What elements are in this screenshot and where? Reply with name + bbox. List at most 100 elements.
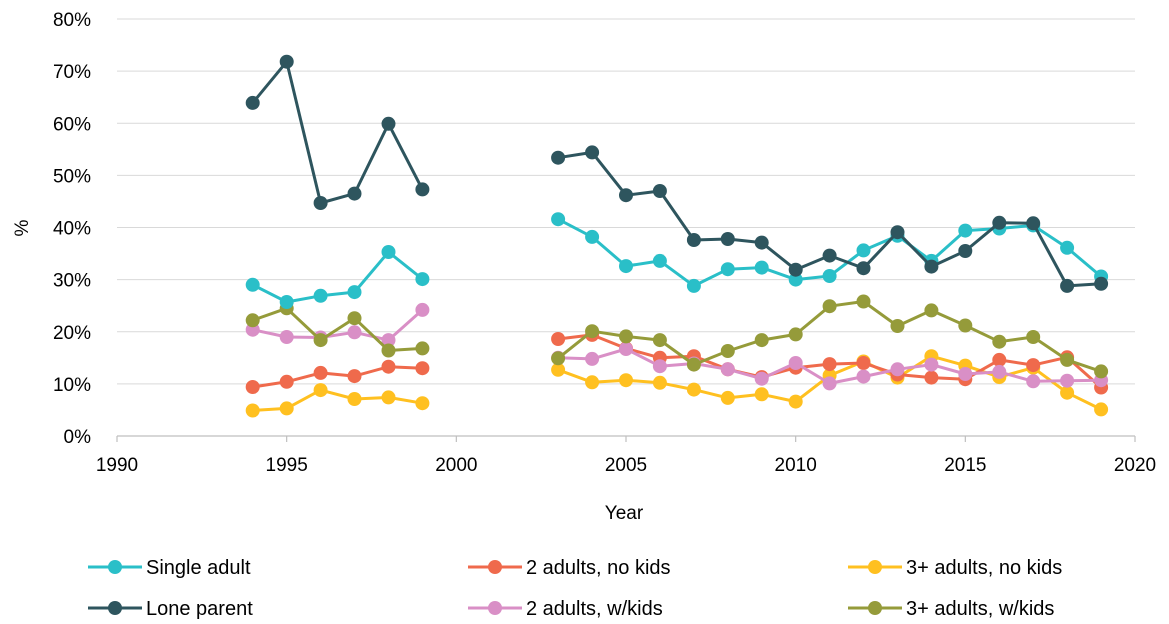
data-point-lone-parent-2009: [754, 235, 769, 250]
data-point-2-adults-w-kids-2006: [652, 359, 667, 374]
data-point-single-adult-2015: [958, 223, 973, 238]
data-point-3-adults-w-kids-1997: [347, 311, 362, 326]
data-point-lone-parent-2012: [856, 261, 871, 276]
data-point-lone-parent-2003: [551, 150, 566, 165]
data-point-single-adult-2011: [822, 269, 837, 283]
x-tick-label-1995: 1995: [266, 455, 308, 476]
data-point-3-adults-no-kids-2009: [754, 387, 769, 402]
y-tick-label-50: 50%: [53, 166, 91, 187]
data-point-2-adults-w-kids-2017: [1026, 374, 1041, 389]
x-tick-label-2010: 2010: [775, 455, 817, 476]
data-point-3-adults-w-kids-2015: [958, 318, 973, 333]
legend-label-3-adults-no-kids: 3+ adults, no kids: [906, 557, 1062, 579]
data-point-3-adults-no-kids-1997: [347, 392, 362, 406]
y-tick-label-70: 70%: [53, 62, 91, 83]
data-point-2-adults-no-kids-2011: [822, 357, 837, 372]
data-point-3-adults-w-kids-2016: [992, 334, 1007, 349]
y-tick-label-10: 10%: [53, 375, 91, 396]
series-lone-parent: [245, 54, 1109, 293]
data-point-single-adult-2018: [1060, 240, 1075, 255]
data-point-3-adults-w-kids-2014: [924, 303, 939, 318]
data-point-2-adults-no-kids-1996: [313, 365, 328, 380]
legend-swatch-marker-lone-parent: [108, 601, 122, 615]
data-point-2-adults-no-kids-1995: [279, 374, 294, 389]
data-point-2-adults-w-kids-2018: [1060, 373, 1075, 388]
series-line-3-adults-no-kids-1: [252, 388, 423, 412]
legend-item-lone-parent: Lone parent: [88, 598, 253, 620]
data-point-lone-parent-2004: [585, 145, 600, 160]
series-3-adults-w-kids: [245, 294, 1109, 379]
legend-swatch-marker-2-adults-w-kids: [488, 601, 502, 615]
data-point-single-adult-2009: [754, 260, 769, 275]
data-point-lone-parent-2018: [1060, 278, 1075, 293]
legend-item-3-adults-no-kids: 3+ adults, no kids: [848, 557, 1062, 579]
y-tick-label-80: 80%: [53, 10, 91, 31]
data-point-3-adults-no-kids-2007: [686, 382, 701, 397]
data-point-lone-parent-1996: [313, 196, 328, 210]
data-point-lone-parent-1998: [381, 116, 396, 131]
legend-label-3-adults-w-kids: 3+ adults, w/kids: [906, 598, 1054, 620]
data-point-single-adult-2007: [686, 278, 701, 293]
data-point-3-adults-w-kids-2007: [686, 357, 701, 372]
data-point-3-adults-w-kids-2006: [652, 333, 667, 348]
data-point-3-adults-no-kids-2005: [619, 373, 633, 388]
data-point-lone-parent-2019: [1094, 276, 1109, 291]
series-line-2-adults-w-kids-1: [252, 308, 424, 342]
x-tick-label-1990: 1990: [96, 455, 138, 476]
data-point-3-adults-no-kids-1999: [415, 396, 430, 411]
data-point-lone-parent-2015: [958, 244, 973, 258]
x-tick-label-2015: 2015: [944, 455, 986, 476]
data-point-single-adult-1996: [313, 288, 328, 303]
data-point-3-adults-no-kids-2003: [551, 362, 566, 377]
data-point-3-adults-w-kids-2011: [822, 299, 837, 314]
data-point-2-adults-w-kids-2015: [958, 367, 973, 381]
legend-label-lone-parent: Lone parent: [146, 598, 253, 620]
data-point-lone-parent-2016: [992, 215, 1007, 230]
data-point-lone-parent-1995: [279, 54, 294, 69]
data-point-single-adult-2005: [619, 259, 633, 274]
data-point-2-adults-w-kids-1999: [415, 302, 430, 317]
data-point-3-adults-w-kids-2018: [1060, 352, 1075, 367]
data-point-2-adults-no-kids-2003: [551, 332, 566, 346]
legend-item-2-adults-w-kids: 2 adults, w/kids: [468, 598, 663, 620]
legend-item-3-adults-w-kids: 3+ adults, w/kids: [848, 598, 1054, 620]
data-point-lone-parent-1994: [245, 95, 260, 110]
data-point-2-adults-no-kids-2014: [924, 370, 939, 385]
data-point-2-adults-w-kids-2008: [720, 362, 735, 377]
data-point-2-adults-no-kids-1998: [381, 359, 396, 374]
series-2-adults-w-kids: [245, 302, 1109, 391]
data-point-3-adults-no-kids-2018: [1060, 385, 1075, 400]
data-point-3-adults-no-kids-2019: [1094, 402, 1109, 417]
data-point-2-adults-w-kids-2011: [822, 376, 837, 391]
data-point-3-adults-no-kids-2008: [720, 390, 735, 405]
data-point-lone-parent-2008: [720, 232, 735, 246]
data-point-single-adult-2010: [788, 272, 803, 287]
data-point-2-adults-w-kids-2012: [856, 369, 871, 384]
data-point-single-adult-2012: [856, 243, 871, 258]
data-point-3-adults-w-kids-1996: [313, 333, 328, 348]
data-point-single-adult-2003: [551, 212, 566, 227]
legend-label-2-adults-w-kids: 2 adults, w/kids: [526, 598, 663, 620]
series-line-3-adults-w-kids-1: [252, 306, 423, 352]
data-point-3-adults-w-kids-2017: [1026, 330, 1041, 344]
data-point-2-adults-no-kids-1994: [245, 380, 260, 394]
data-point-2-adults-w-kids-1997: [347, 325, 362, 340]
data-point-3-adults-w-kids-1994: [245, 313, 260, 328]
data-point-3-adults-no-kids-2010: [788, 394, 803, 409]
data-point-single-adult-1997: [347, 285, 362, 300]
data-point-3-adults-no-kids-1998: [381, 390, 396, 405]
data-point-3-adults-w-kids-2010: [788, 327, 803, 342]
data-point-lone-parent-2011: [822, 248, 837, 263]
data-point-single-adult-1995: [279, 295, 294, 309]
series-3-adults-no-kids: [245, 349, 1109, 418]
data-point-single-adult-2004: [585, 229, 600, 244]
data-point-lone-parent-1999: [415, 182, 430, 197]
series-line-single-adult-1: [252, 250, 424, 304]
data-point-2-adults-w-kids-2013: [890, 362, 905, 377]
y-tick-label-30: 30%: [53, 271, 91, 292]
series-line-lone-parent-2: [557, 150, 1102, 288]
series-line-lone-parent-1: [251, 60, 424, 205]
data-point-3-adults-w-kids-2008: [720, 344, 735, 358]
data-point-3-adults-no-kids-2004: [585, 375, 600, 390]
